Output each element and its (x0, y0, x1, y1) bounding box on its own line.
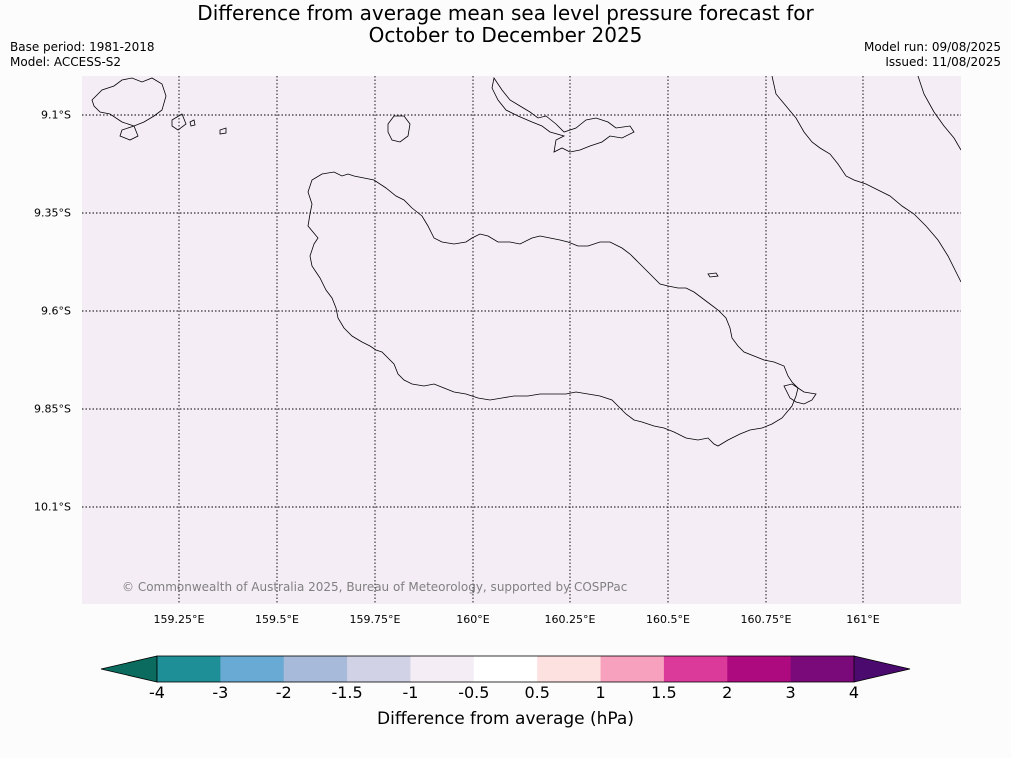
graticule (82, 76, 961, 604)
colorbar-cell (220, 656, 285, 682)
islet-coastline-northwest-4 (219, 127, 227, 135)
issued-text: Issued: 11/08/2025 (885, 55, 1001, 69)
islet-coastline-round (387, 115, 411, 143)
colorbar-tick-label: -1.5 (331, 683, 363, 702)
colorbar-under-arrow (100, 655, 158, 683)
colorbar-cell (473, 656, 538, 682)
colorbar-cell (283, 656, 348, 682)
island-coastline-main (307, 171, 799, 447)
lon-label: 159.75°E (349, 613, 401, 626)
islet-coastline-northwest-5 (189, 119, 196, 127)
colorbar-tick-label: -0.5 (458, 683, 490, 702)
colorbar-tick-label: 1.5 (651, 683, 677, 702)
colorbar-cell (537, 656, 602, 682)
colorbar-cell (410, 656, 475, 682)
colorbar-cell (600, 656, 665, 682)
lon-label: 160.5°E (646, 613, 690, 626)
lat-label: 9.85°S (34, 402, 71, 416)
colorbar-tick-label: 0.5 (524, 683, 550, 702)
island-coastline-northeast (771, 76, 961, 283)
lat-label: 10.1°S (34, 500, 71, 514)
colorbar-tick-label: 4 (848, 683, 860, 702)
island-coastline-northeast-2 (917, 76, 961, 151)
chart-title-line-2: October to December 2025 (368, 23, 643, 47)
island-coastline-north-centre (491, 76, 635, 153)
colorbar-tick-label: -4 (149, 683, 165, 702)
map-canvas (82, 76, 961, 604)
colorbar-cell (790, 656, 855, 682)
colorbar-tick-label: 2 (722, 683, 733, 702)
colorbar-cell (347, 656, 411, 682)
colorbar-cell (663, 656, 728, 682)
islet-coastline-northwest-2 (119, 125, 139, 141)
lon-label: 160.75°E (740, 613, 792, 626)
lat-label: 9.1°S (41, 108, 71, 122)
lon-label: 160°E (456, 613, 490, 626)
lon-label: 160.25°E (544, 613, 596, 626)
colorbar-cell (157, 656, 221, 682)
coastlines (91, 76, 961, 447)
lat-label: 9.6°S (41, 304, 71, 318)
islet-coastline (707, 272, 719, 278)
colorbar-cell (727, 656, 792, 682)
colorbar-tick-label: 1 (595, 683, 606, 702)
island-coastline-northwest (91, 77, 167, 127)
copyright-text: © Commonwealth of Australia 2025, Bureau… (122, 580, 628, 594)
map-panel: © Commonwealth of Australia 2025, Bureau… (82, 76, 961, 604)
colorbar-tick-label: -3 (212, 683, 229, 702)
colorbar-tick-label: -2 (275, 683, 292, 702)
lon-label: 159.25°E (153, 613, 205, 626)
lat-label: 9.35°S (34, 206, 71, 220)
model-run-text: Model run: 09/08/2025 (863, 40, 1001, 54)
island-coastline-east (783, 383, 817, 405)
chart-title-line-1: Difference from average mean sea level p… (197, 1, 814, 25)
colorbar-tick-label: 3 (785, 683, 796, 702)
base-period-text: Base period: 1981-2018 (10, 40, 155, 54)
lon-label: 159.5°E (255, 613, 299, 626)
model-text: Model: ACCESS-S2 (10, 55, 122, 69)
colorbar-over-arrow (853, 655, 911, 683)
lon-label: 161°E (846, 613, 880, 626)
colorbar-tick-label: -1 (402, 683, 419, 702)
colorbar-label: Difference from average (hPa) (377, 709, 634, 729)
colorbar (100, 655, 911, 683)
